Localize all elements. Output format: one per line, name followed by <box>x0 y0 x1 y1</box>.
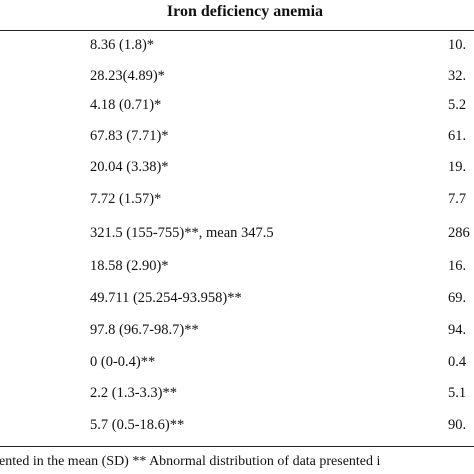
ida-value: 67.83 (7.71)* <box>90 128 169 144</box>
comparison-value: 32. <box>448 68 467 84</box>
ida-value: 49.711 (25.254-93.958)** <box>90 290 242 306</box>
ida-value: 321.5 (155-755)**, mean 347.5 <box>90 225 274 241</box>
ida-value: 4.18 (0.71)* <box>90 97 162 113</box>
comparison-value: 90. <box>448 417 467 433</box>
column-header: Iron deficiency anemia <box>166 3 324 20</box>
comparison-value: 61. <box>448 128 467 144</box>
comparison-value: 0.4 <box>448 354 467 370</box>
comparison-value: 5.2 <box>448 97 467 113</box>
comparison-value: 69. <box>448 290 467 306</box>
ida-value: 28.23(4.89)* <box>90 68 165 84</box>
comparison-value: 16. <box>448 258 467 274</box>
ida-value: 0 (0-0.4)** <box>90 354 156 370</box>
ida-value: 5.7 (0.5-18.6)** <box>90 417 185 433</box>
ida-value: 18.58 (2.90)* <box>90 258 169 274</box>
comparison-value: 94. <box>448 322 467 338</box>
comparison-value: 10. <box>448 37 467 53</box>
footnote: ented in the mean (SD) ** Abnormal distr… <box>0 454 381 469</box>
comparison-value: 19. <box>448 159 467 175</box>
comparison-value: 7.7 <box>448 191 467 207</box>
comparison-value: 5.1 <box>448 385 467 401</box>
ida-value: 97.8 (96.7-98.7)** <box>90 322 199 338</box>
ida-value: 8.36 (1.8)* <box>90 37 155 53</box>
ida-value: 2.2 (1.3-3.3)** <box>90 385 177 401</box>
ida-value: 20.04 (3.38)* <box>90 159 169 175</box>
ida-value: 7.72 (1.57)* <box>90 191 162 207</box>
bottom-rule <box>0 446 474 447</box>
comparison-value: 286 <box>448 225 470 241</box>
header-rule <box>0 30 474 31</box>
